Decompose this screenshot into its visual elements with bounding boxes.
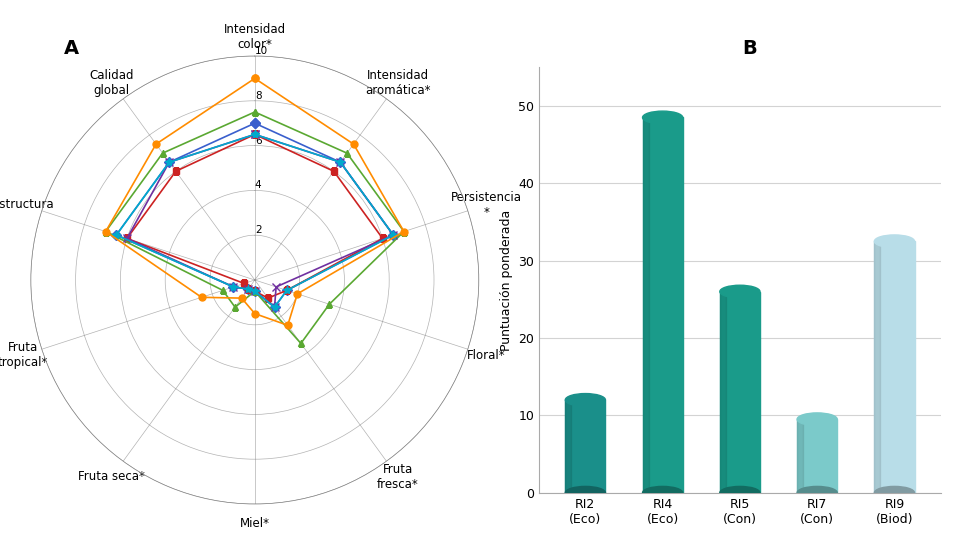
RI7-Con: [164, 159, 175, 166]
RI9-Bio: [291, 291, 303, 297]
RI4-Eco: [249, 109, 261, 115]
RI5-Con: [164, 159, 175, 166]
RI4-Eco: [295, 340, 307, 347]
Bar: [643, 118, 683, 493]
RI2-Eco: [387, 232, 399, 239]
RI5-Con: [249, 288, 261, 295]
RI4-Eco: [249, 288, 261, 295]
RI2-Eco: [249, 288, 261, 295]
Line: RI2A-Con: RI2A-Con: [123, 131, 386, 302]
RI4-Eco: [341, 150, 353, 156]
Ellipse shape: [874, 487, 914, 499]
RI2A-Con: [238, 280, 250, 287]
RI5-Con: [249, 131, 261, 138]
Line: RI9-Bio: RI9-Bio: [102, 75, 408, 329]
RI9-Bio: [282, 322, 294, 329]
RI2A-Con: [376, 235, 388, 242]
RI7-Con: [281, 287, 293, 294]
RI2-Eco: [334, 159, 346, 166]
RI2A-Con: [249, 288, 261, 295]
RI2-Eco: [249, 120, 261, 127]
RI4-Eco: [157, 150, 169, 156]
RI9-Bio: [196, 294, 208, 301]
RI2A-Con: [122, 235, 133, 242]
RI7-Con: [249, 131, 261, 138]
RI9-Bio: [249, 75, 261, 82]
Ellipse shape: [719, 285, 760, 298]
Bar: [874, 241, 914, 493]
Bar: [719, 292, 726, 493]
Line: RI5-Con: RI5-Con: [122, 130, 398, 311]
RI4-Eco: [217, 287, 228, 294]
Ellipse shape: [797, 487, 837, 499]
RI4-Eco: [323, 301, 335, 307]
Bar: [797, 419, 803, 493]
Bar: [565, 400, 571, 493]
RI7-Con: [334, 159, 346, 166]
Line: RI7-Con: RI7-Con: [112, 130, 398, 311]
RI2-Eco: [242, 286, 254, 292]
RI9-Bio: [249, 75, 261, 82]
Line: RI4-Eco: RI4-Eco: [102, 109, 408, 347]
Bar: [797, 419, 837, 493]
RI9-Bio: [249, 310, 261, 317]
RI9-Bio: [150, 141, 162, 147]
RI2-Eco: [269, 304, 280, 311]
RI2A-Con: [249, 131, 261, 138]
RI4-Eco: [249, 109, 261, 115]
Ellipse shape: [797, 413, 837, 426]
RI5-Con: [270, 283, 282, 290]
RI2A-Con: [249, 131, 261, 138]
Ellipse shape: [874, 235, 914, 248]
RI2A-Con: [262, 295, 273, 301]
Text: A: A: [64, 39, 78, 58]
RI5-Con: [227, 283, 239, 290]
Text: B: B: [742, 39, 758, 58]
RI2A-Con: [328, 168, 340, 175]
Ellipse shape: [565, 394, 606, 407]
RI5-Con: [334, 159, 346, 166]
Ellipse shape: [565, 487, 606, 499]
RI5-Con: [269, 304, 280, 311]
RI2-Eco: [164, 159, 175, 166]
RI4-Eco: [229, 304, 241, 311]
RI7-Con: [269, 304, 280, 311]
Y-axis label: Puntuación ponderada: Puntuación ponderada: [500, 209, 513, 351]
RI9-Bio: [348, 141, 360, 147]
RI2A-Con: [281, 287, 293, 294]
RI7-Con: [249, 288, 261, 295]
Bar: [719, 292, 760, 493]
RI9-Bio: [100, 228, 112, 235]
RI9-Bio: [236, 295, 248, 301]
RI7-Con: [249, 131, 261, 138]
RI2-Eco: [249, 120, 261, 127]
Bar: [643, 118, 649, 493]
RI7-Con: [242, 286, 254, 292]
RI7-Con: [111, 232, 122, 239]
RI9-Bio: [398, 228, 410, 235]
RI2-Eco: [227, 283, 239, 290]
RI4-Eco: [100, 228, 112, 235]
RI5-Con: [242, 286, 254, 292]
RI2-Eco: [281, 287, 293, 294]
Bar: [565, 400, 606, 493]
Ellipse shape: [719, 487, 760, 499]
RI5-Con: [249, 131, 261, 138]
RI2A-Con: [170, 168, 181, 175]
RI2-Eco: [111, 232, 122, 239]
Ellipse shape: [643, 111, 683, 124]
RI4-Eco: [398, 228, 410, 235]
Bar: [874, 241, 880, 493]
RI7-Con: [387, 232, 399, 239]
RI2A-Con: [242, 286, 254, 292]
Line: RI2-Eco: RI2-Eco: [113, 120, 397, 311]
RI7-Con: [227, 283, 239, 290]
Ellipse shape: [643, 487, 683, 499]
RI5-Con: [122, 235, 133, 242]
RI5-Con: [387, 232, 399, 239]
